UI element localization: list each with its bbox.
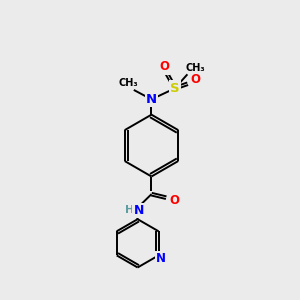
Text: CH₃: CH₃ xyxy=(118,79,138,88)
Text: O: O xyxy=(169,194,179,207)
Text: N: N xyxy=(146,93,157,106)
Text: N: N xyxy=(134,204,144,217)
Text: N: N xyxy=(156,252,166,265)
Text: S: S xyxy=(170,82,180,95)
Text: H: H xyxy=(125,205,135,215)
Text: O: O xyxy=(190,74,201,86)
Text: O: O xyxy=(159,61,169,74)
Text: CH₃: CH₃ xyxy=(185,63,205,73)
